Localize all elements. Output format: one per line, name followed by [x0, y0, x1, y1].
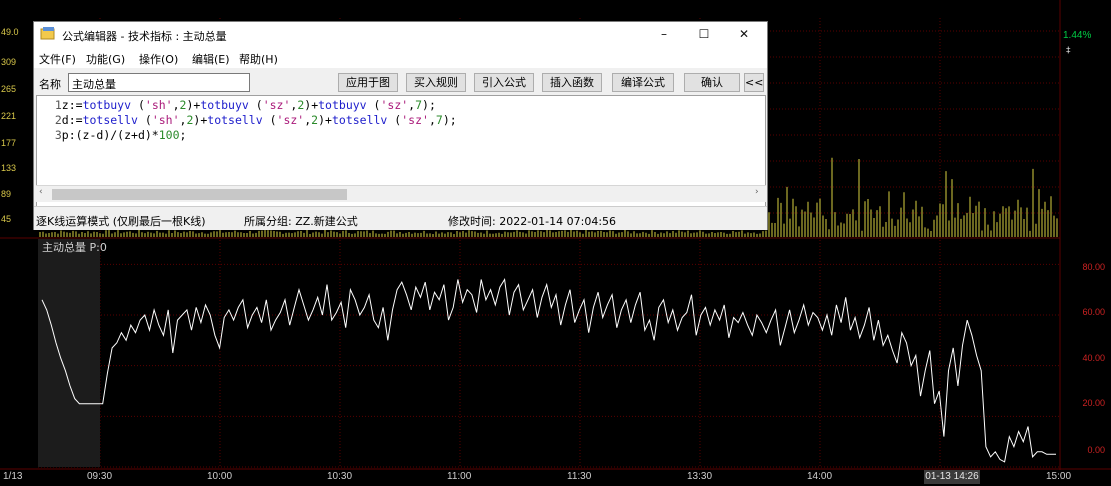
- indicator-line-series: [41, 278, 1056, 463]
- scroll-left-icon[interactable]: ‹: [39, 187, 43, 197]
- x-tick-label: 11:00: [447, 471, 472, 482]
- x-tick-label: 15:00: [1046, 471, 1072, 482]
- confirm-button[interactable]: 确认: [684, 73, 740, 92]
- upper-y-tick: 49.0: [1, 27, 19, 37]
- horizontal-scrollbar[interactable]: ‹ ›: [36, 185, 766, 202]
- close-button[interactable]: ✕: [738, 27, 750, 41]
- upper-y-tick: 133: [1, 163, 17, 173]
- upper-y-tick: 265: [1, 84, 17, 94]
- formula-editor-window[interactable]: 公式编辑器 - 技术指标 : 主动总量 – ☐ ✕ 文件(F) 功能(G) 操作…: [33, 21, 768, 230]
- name-label: 名称: [39, 78, 61, 91]
- app-icon: [40, 27, 55, 40]
- x-tick-label: 14:00: [807, 471, 833, 482]
- morning-session-shade: [38, 239, 100, 467]
- upper-y-tick: 221: [1, 111, 17, 121]
- code-line[interactable]: 3p:(z-d)/(z+d)*100;: [41, 128, 187, 142]
- lower-y-tick: 60.00: [1082, 307, 1105, 317]
- modified-time-status: 修改时间: 2022-01-14 07:04:56: [448, 215, 617, 228]
- formula-name-input[interactable]: 主动总量: [68, 73, 250, 92]
- cursor-date-label: 01-13 14:26: [924, 470, 980, 484]
- x-tick-label: 10:30: [327, 471, 353, 482]
- x-tick-label: 1/13: [3, 471, 23, 482]
- x-tick-label: 13:30: [687, 471, 713, 482]
- minimize-button[interactable]: –: [661, 27, 667, 41]
- x-tick-label: 10:00: [207, 471, 233, 482]
- x-tick-label: 09:30: [87, 471, 113, 482]
- menu-bar: 文件(F) 功能(G) 操作(O) 编辑(E) 帮助(H): [34, 48, 767, 68]
- x-tick-label: 11:30: [567, 471, 592, 482]
- buy-rule-button[interactable]: 买入规则: [406, 73, 466, 92]
- scroll-right-icon[interactable]: ›: [755, 187, 759, 197]
- scale-marker-icon: ‡: [1066, 46, 1071, 56]
- upper-y-tick: 309: [1, 57, 17, 67]
- lower-y-tick: 80.00: [1082, 262, 1105, 272]
- scrollbar-thumb[interactable]: [52, 189, 347, 200]
- status-bar: 逐K线运算模式 (仅刷最后一根K线) 所属分组: ZZ.新建公式 修改时间: 2…: [34, 206, 767, 230]
- indicator-line: [41, 278, 1056, 463]
- insert-function-button[interactable]: 插入函数: [542, 73, 602, 92]
- upper-y-tick: 177: [1, 138, 17, 148]
- group-status: 所属分组: ZZ.新建公式: [244, 215, 358, 228]
- code-line[interactable]: 1z:=totbuyv ('sh',2)+totbuyv ('sz',2)+to…: [41, 98, 436, 112]
- apply-to-chart-button[interactable]: 应用于图: [338, 73, 398, 92]
- upper-y-tick: 45: [1, 214, 12, 224]
- menu-edit[interactable]: 编辑(E): [192, 53, 230, 66]
- maximize-button[interactable]: ☐: [698, 27, 710, 41]
- menu-help[interactable]: 帮助(H): [239, 53, 278, 66]
- menu-operate[interactable]: 操作(O): [139, 53, 179, 66]
- indicator-label: 主动总量 P:0: [42, 241, 107, 254]
- change-percent: 1.44%: [1063, 30, 1092, 41]
- title-bar[interactable]: 公式编辑器 - 技术指标 : 主动总量 – ☐ ✕: [34, 22, 767, 48]
- name-toolbar: 名称 主动总量 应用于图 买入规则 引入公式 插入函数 编译公式 确认 <<: [34, 69, 767, 94]
- lower-y-tick: 0.00: [1087, 445, 1105, 455]
- compile-formula-button[interactable]: 编译公式: [612, 73, 674, 92]
- collapse-button[interactable]: <<: [744, 73, 764, 92]
- lower-y-tick: 20.00: [1082, 398, 1105, 408]
- calc-mode-status: 逐K线运算模式 (仅刷最后一根K线): [36, 215, 206, 228]
- lower-y-tick: 40.00: [1082, 353, 1105, 363]
- volume-bars: [39, 157, 1058, 237]
- code-line[interactable]: 2d:=totsellv ('sh',2)+totsellv ('sz',2)+…: [41, 113, 457, 127]
- import-formula-button[interactable]: 引入公式: [474, 73, 534, 92]
- menu-function[interactable]: 功能(G): [86, 53, 126, 66]
- window-title: 公式编辑器 - 技术指标 : 主动总量: [62, 30, 227, 43]
- menu-file[interactable]: 文件(F): [39, 53, 76, 66]
- upper-y-tick: 89: [1, 189, 12, 199]
